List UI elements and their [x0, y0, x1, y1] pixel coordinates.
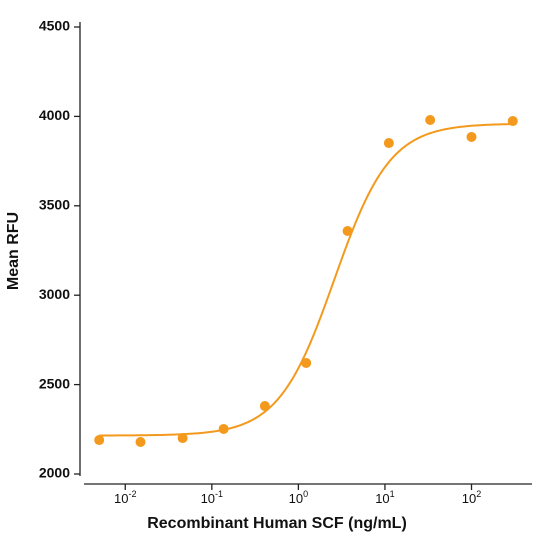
data-point [177, 433, 188, 444]
x-tick-label: 101 [375, 489, 394, 506]
x-tick-base: 10 [375, 491, 389, 506]
x-tick-exponent: 0 [303, 489, 308, 499]
x-tick-label: 10-1 [201, 489, 223, 506]
x-tick-exponent: -1 [215, 489, 223, 499]
data-point [425, 114, 436, 125]
data-point [383, 138, 394, 149]
x-tick-base: 10 [114, 491, 128, 506]
x-tick-label: 100 [289, 489, 308, 506]
x-tick-label: 102 [462, 489, 481, 506]
data-point [259, 401, 270, 412]
data-point [507, 116, 518, 127]
x-axis-label: Recombinant Human SCF (ng/mL) [147, 515, 407, 532]
data-point [135, 436, 146, 447]
data-point [218, 423, 229, 434]
x-tick-exponent: 2 [476, 489, 481, 499]
x-tick-base: 10 [201, 491, 215, 506]
y-axis-label: Mean RFU [5, 212, 22, 290]
data-point [342, 226, 353, 237]
x-tick-exponent: 1 [390, 489, 395, 499]
y-tick-label: 4000 [39, 107, 70, 123]
y-tick-label: 4500 [39, 18, 70, 34]
y-tick-label: 2000 [39, 465, 70, 481]
data-point [94, 435, 105, 446]
fit-curve [99, 123, 513, 437]
y-tick-label: 3000 [39, 286, 70, 302]
x-tick-base: 10 [462, 491, 476, 506]
x-tick-exponent: -2 [128, 489, 136, 499]
data-point [301, 357, 312, 368]
y-tick-label: 2500 [39, 375, 70, 391]
data-point [466, 131, 477, 142]
x-tick-base: 10 [289, 491, 303, 506]
y-tick-label: 3500 [39, 197, 70, 213]
x-tick-label: 10-2 [114, 489, 136, 506]
